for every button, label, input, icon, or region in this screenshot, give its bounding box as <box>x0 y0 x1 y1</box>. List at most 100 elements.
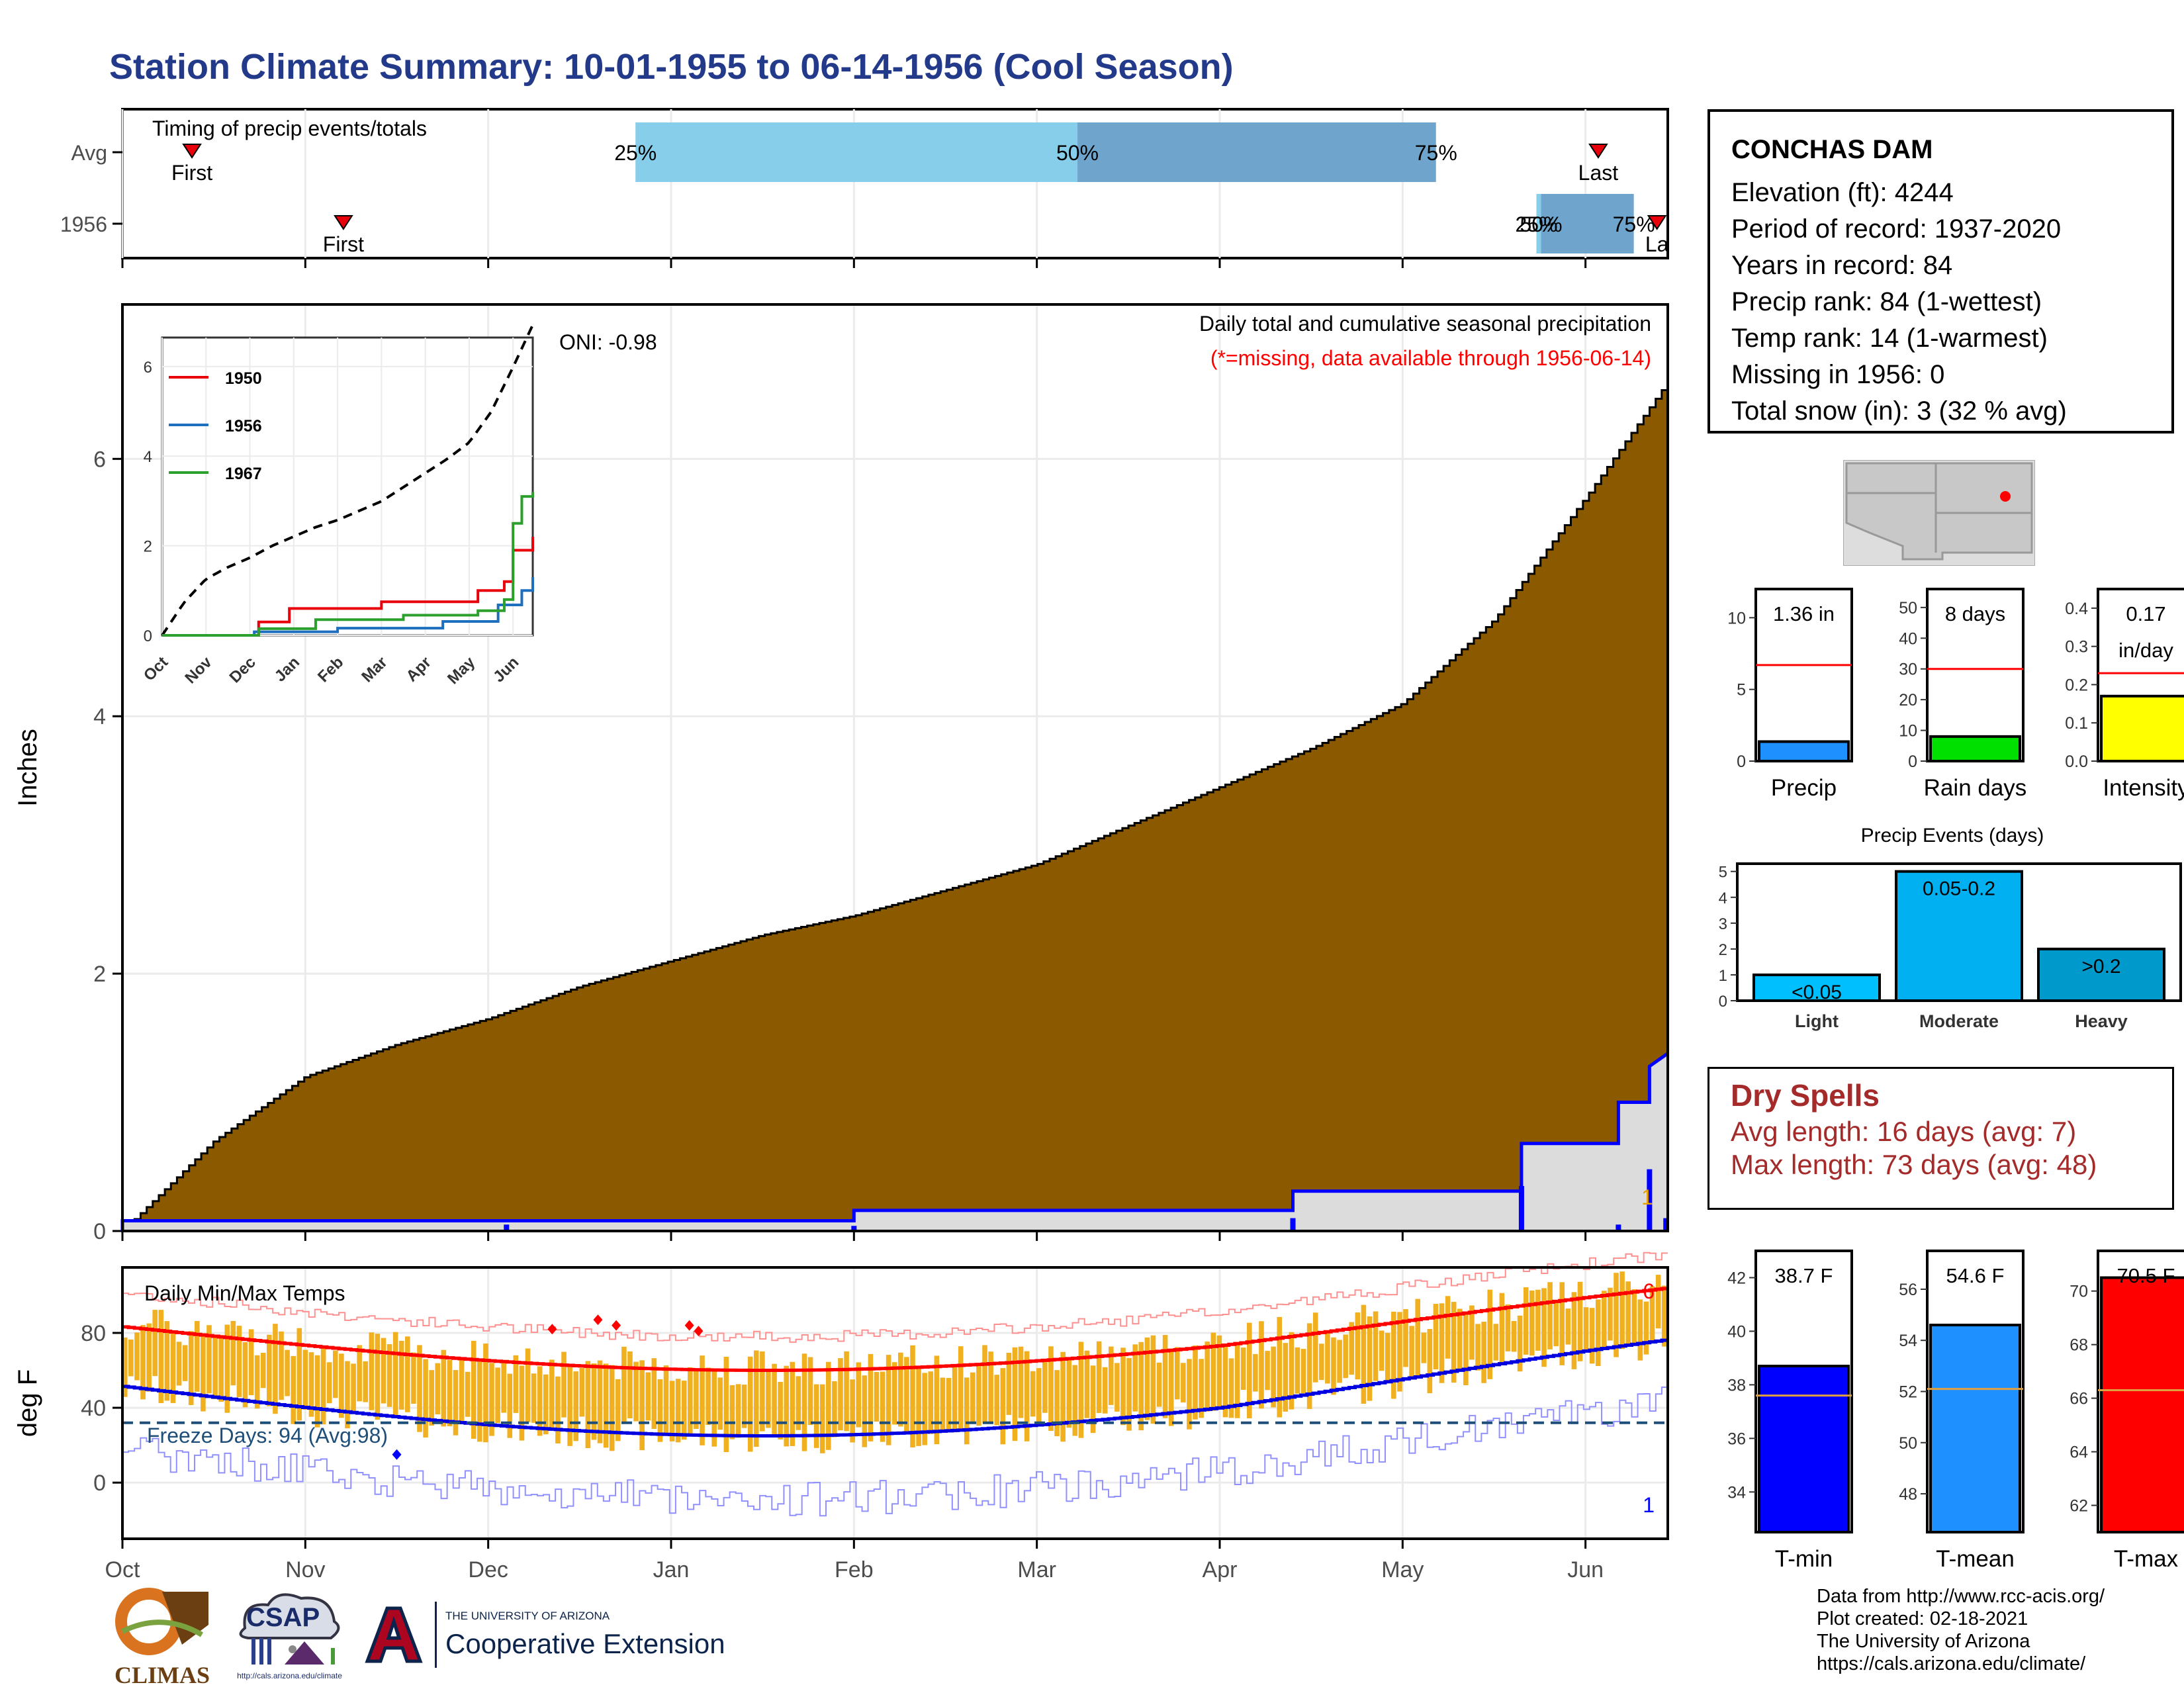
timing-first-label: First <box>171 161 212 185</box>
timing-q75-label: 75% <box>1613 212 1655 236</box>
temp-daily-bar <box>813 1384 819 1448</box>
temp-daily-bar <box>489 1363 494 1436</box>
temp-record-low-line <box>122 1386 1668 1517</box>
temp-daily-bar <box>1156 1362 1162 1407</box>
temp-daily-bar <box>1295 1347 1300 1394</box>
temp-daily-bar <box>1602 1291 1607 1350</box>
temp-daily-bar <box>988 1351 993 1424</box>
precip-mini-value-unit: in/day <box>2118 639 2173 662</box>
csap-logo-icon <box>239 1593 340 1665</box>
temp-bar-y-tick-label: 64 <box>2070 1443 2088 1462</box>
temp-bar-y-tick-label: 48 <box>1899 1485 1917 1504</box>
events-category-label: Heavy <box>2075 1011 2128 1031</box>
temp-daily-bar <box>1397 1312 1402 1392</box>
temp-daily-bar <box>345 1361 350 1429</box>
inset-average-dashed-line <box>161 324 534 637</box>
temp-panel-title: Daily Min/Max Temps <box>144 1281 345 1305</box>
temp-daily-bar <box>1216 1335 1222 1408</box>
timing-first-marker <box>182 144 202 159</box>
temp-daily-bar <box>537 1366 543 1436</box>
temp-daily-bar <box>591 1363 597 1440</box>
temp-average-high-line <box>122 1287 1668 1373</box>
temp-daily-bar <box>850 1379 855 1443</box>
inset-legend-label: 1967 <box>225 465 262 483</box>
dry-spells-avg: Avg length: 16 days (avg: 7) <box>1731 1116 2077 1147</box>
temp-daily-bar <box>441 1349 447 1427</box>
temp-daily-bar <box>296 1328 302 1421</box>
temp-daily-bar <box>254 1355 260 1409</box>
temp-daily-bar <box>910 1345 915 1448</box>
credit-plot-created: Plot created: 02-18-2021 <box>1817 1608 2028 1629</box>
csap-logo-url: http://cals.arizona.edu/climate <box>237 1671 342 1680</box>
temp-daily-bar <box>1355 1312 1361 1380</box>
temp-daily-bar <box>122 1337 128 1397</box>
temp-daily-bar <box>663 1365 669 1436</box>
precip-daily-bar <box>504 1224 510 1231</box>
temp-daily-bar <box>1283 1343 1289 1412</box>
temp-daily-bar <box>615 1379 621 1441</box>
temp-daily-bar <box>435 1363 441 1415</box>
temp-daily-bar <box>1589 1308 1595 1364</box>
credit-data-source: Data from http://www.rcc-acis.org/ <box>1817 1586 2105 1607</box>
temp-daily-bar <box>339 1353 344 1418</box>
temp-daily-bar <box>1349 1322 1355 1375</box>
temp-daily-bar <box>1066 1360 1072 1428</box>
precip-average-cumulative-area <box>122 381 1669 1232</box>
temp-daily-bar <box>164 1321 170 1401</box>
temp-daily-bar <box>1649 1286 1655 1344</box>
inset-y-tick-label: 0 <box>144 627 152 645</box>
temp-daily-bar <box>459 1358 465 1424</box>
events-y-tick-label: 5 <box>1719 864 1727 882</box>
temp-daily-bar <box>326 1362 332 1404</box>
temp-daily-bar <box>1445 1296 1451 1359</box>
temp-daily-bar <box>753 1350 759 1447</box>
inset-legend-label: 1950 <box>225 369 262 388</box>
temp-daily-bar <box>700 1355 705 1445</box>
inset-y-tick-label: 2 <box>144 538 152 556</box>
temp-daily-bar <box>688 1367 693 1437</box>
precip-mini-category-label: Rain days <box>1924 775 2027 801</box>
temp-daily-bar <box>1174 1347 1180 1400</box>
temp-daily-bar <box>1547 1282 1553 1349</box>
temp-daily-bar <box>1006 1353 1012 1415</box>
temp-bar-y-tick-label: 50 <box>1899 1434 1917 1453</box>
temp-bar-y-tick-label: 40 <box>1727 1322 1746 1341</box>
temp-daily-bar <box>1565 1308 1571 1345</box>
temp-daily-bar <box>1042 1359 1048 1413</box>
precip-mini-value-bar <box>1929 735 2021 763</box>
temp-bar-value-bar <box>1758 1365 1850 1533</box>
temp-daily-bar <box>320 1347 326 1425</box>
precip-mini-value-label: 8 days <box>1945 602 2005 625</box>
temp-bar-y-tick-label: 70 <box>2070 1283 2088 1301</box>
temp-daily-bar <box>423 1359 428 1438</box>
temp-daily-bar <box>1084 1350 1090 1418</box>
events-y-tick-label: 0 <box>1719 993 1727 1011</box>
temp-daily-bar <box>1608 1287 1613 1341</box>
temp-daily-bar <box>904 1357 909 1432</box>
temp-daily-bar <box>916 1368 921 1446</box>
temp-daily-bar <box>555 1376 561 1443</box>
temp-bar-value-label: 38.7 F <box>1775 1264 1833 1287</box>
temp-daily-bar <box>1614 1273 1619 1357</box>
temp-bar-value-label: 54.6 F <box>1946 1264 2005 1287</box>
temp-daily-bar <box>279 1331 284 1400</box>
temp-daily-bar <box>128 1339 134 1377</box>
precip-mini-y-tick-label: 0.2 <box>2065 676 2088 694</box>
events-bar-moderate <box>1895 870 2023 1002</box>
temp-daily-bar <box>1535 1289 1541 1351</box>
temp-y-axis-label: deg F <box>13 1369 42 1437</box>
temp-daily-bar <box>477 1360 482 1442</box>
temp-daily-bar <box>146 1323 152 1392</box>
temp-daily-bar <box>1162 1335 1168 1418</box>
temp-daily-bar <box>585 1361 591 1449</box>
temp-daily-bar <box>862 1375 868 1447</box>
timing-last-label: La <box>1645 232 1669 256</box>
temp-daily-bar <box>1409 1326 1414 1377</box>
temp-daily-bar <box>946 1378 952 1430</box>
temp-daily-bar <box>886 1355 891 1445</box>
record-high-marker <box>684 1320 694 1331</box>
temp-daily-bar <box>1259 1321 1264 1409</box>
temp-daily-bar <box>1018 1346 1024 1418</box>
temp-daily-bar <box>838 1358 843 1431</box>
temp-daily-bar <box>1631 1289 1637 1346</box>
